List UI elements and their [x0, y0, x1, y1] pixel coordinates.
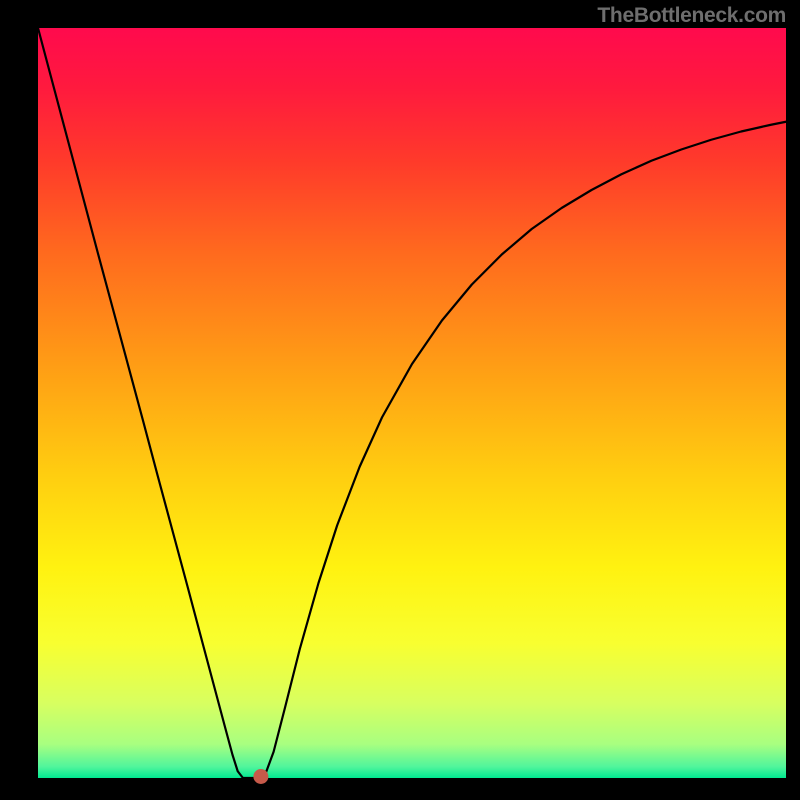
chart-container: TheBottleneck.com [0, 0, 800, 800]
watermark-label: TheBottleneck.com [597, 4, 786, 28]
bottleneck-chart [0, 0, 800, 800]
optimal-marker [254, 770, 268, 784]
plot-background [38, 28, 786, 778]
